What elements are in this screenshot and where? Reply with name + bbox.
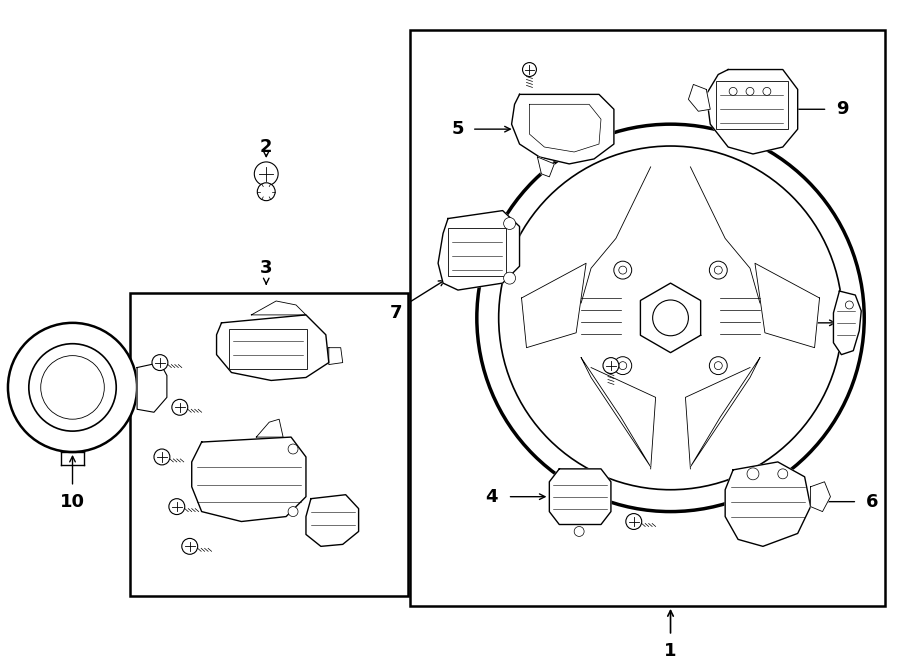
Circle shape (729, 87, 737, 95)
Polygon shape (811, 482, 831, 512)
Polygon shape (833, 291, 861, 355)
Circle shape (845, 301, 853, 309)
Circle shape (574, 527, 584, 537)
Circle shape (154, 449, 170, 465)
Polygon shape (537, 157, 554, 177)
Polygon shape (725, 462, 811, 547)
Polygon shape (706, 69, 797, 154)
Polygon shape (217, 315, 328, 381)
Polygon shape (328, 348, 343, 365)
Circle shape (8, 323, 137, 452)
Polygon shape (521, 263, 586, 348)
Circle shape (523, 63, 536, 77)
Circle shape (715, 362, 723, 369)
Circle shape (29, 344, 116, 431)
Text: 9: 9 (836, 100, 849, 118)
Circle shape (652, 300, 688, 336)
Circle shape (288, 506, 298, 516)
Polygon shape (529, 104, 601, 152)
Text: 10: 10 (60, 492, 85, 511)
Circle shape (504, 217, 516, 229)
Circle shape (172, 399, 188, 415)
Circle shape (614, 357, 632, 375)
Bar (130, 293, 409, 596)
Circle shape (626, 514, 642, 529)
Circle shape (169, 498, 184, 514)
Polygon shape (438, 211, 519, 290)
Circle shape (255, 162, 278, 186)
Polygon shape (641, 283, 700, 353)
Polygon shape (256, 419, 284, 437)
Polygon shape (549, 469, 611, 524)
Polygon shape (306, 494, 358, 547)
Circle shape (778, 469, 788, 479)
Circle shape (619, 362, 626, 369)
Circle shape (763, 87, 771, 95)
Polygon shape (511, 95, 614, 164)
Circle shape (182, 539, 198, 555)
Polygon shape (251, 301, 306, 315)
Circle shape (603, 358, 619, 373)
Circle shape (477, 124, 864, 512)
Polygon shape (192, 437, 306, 522)
Circle shape (288, 444, 298, 454)
Circle shape (747, 468, 759, 480)
Bar (230, 329, 307, 369)
Circle shape (746, 87, 754, 95)
Text: 5: 5 (452, 120, 464, 138)
Circle shape (40, 356, 104, 419)
Circle shape (619, 266, 626, 274)
Circle shape (709, 357, 727, 375)
Polygon shape (137, 363, 166, 412)
Text: 8: 8 (783, 314, 796, 332)
Text: 4: 4 (485, 488, 498, 506)
Bar (716, 81, 788, 129)
Circle shape (499, 146, 842, 490)
Text: 7: 7 (390, 304, 402, 322)
Bar (410, 30, 885, 606)
Text: 2: 2 (260, 138, 273, 156)
Circle shape (709, 261, 727, 279)
Circle shape (614, 261, 632, 279)
Text: 3: 3 (260, 259, 273, 277)
Circle shape (152, 355, 168, 371)
Polygon shape (688, 85, 710, 111)
Polygon shape (755, 263, 820, 348)
Bar (448, 229, 506, 276)
Circle shape (504, 272, 516, 284)
Text: 6: 6 (866, 492, 878, 511)
Polygon shape (690, 358, 760, 467)
Circle shape (715, 266, 723, 274)
Text: 1: 1 (664, 642, 677, 660)
Polygon shape (581, 358, 651, 467)
Circle shape (257, 183, 275, 201)
